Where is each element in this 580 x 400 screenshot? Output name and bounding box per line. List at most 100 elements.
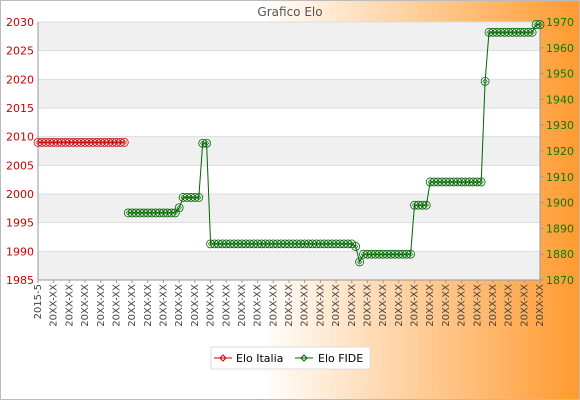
x-tick-label: 20XX-XX	[206, 284, 217, 327]
data-point-marker	[94, 139, 100, 146]
data-point-marker	[392, 251, 398, 257]
x-tick-label: 20XX-XX	[331, 284, 342, 327]
data-point-marker	[376, 251, 382, 257]
data-point-marker	[125, 210, 131, 216]
x-tick-label: 20XX-XX	[394, 284, 405, 327]
data-point	[355, 257, 364, 267]
data-point-marker	[223, 241, 229, 247]
data-point-marker	[200, 140, 206, 146]
data-point	[527, 27, 537, 37]
grid-band	[38, 22, 540, 51]
data-point-marker	[423, 202, 429, 208]
data-point-marker	[502, 29, 508, 35]
data-point-marker	[78, 139, 84, 146]
data-point-marker	[368, 251, 374, 257]
data-point-marker	[415, 202, 422, 208]
data-point-marker	[294, 241, 300, 247]
data-point-marker	[266, 241, 273, 247]
grid-band	[38, 251, 540, 280]
data-point-marker	[160, 210, 167, 216]
data-point-marker	[498, 29, 504, 35]
x-tick-label: 20XX-XX	[535, 284, 546, 327]
data-point	[402, 249, 412, 259]
data-point-marker	[129, 210, 135, 216]
left-tick-label: 1985	[6, 274, 34, 287]
data-point-marker	[105, 139, 112, 146]
data-point	[174, 203, 184, 213]
data-point-marker	[86, 139, 92, 146]
data-point-marker	[62, 139, 69, 146]
left-tick-label: 1995	[6, 217, 34, 230]
data-point-marker	[117, 139, 123, 146]
data-point-marker	[470, 179, 476, 185]
data-point-marker	[74, 139, 80, 146]
left-axis: 1985 1990 1995 2000 2005 2010 2015 2020 2025 2030	[6, 16, 34, 287]
data-point-marker	[298, 241, 304, 247]
data-point-marker	[356, 259, 363, 265]
data-point	[351, 242, 361, 251]
data-point-marker	[447, 179, 453, 185]
data-point-marker	[286, 241, 292, 247]
data-point-marker	[278, 241, 284, 247]
legend-label-fide: Elo FIDE	[318, 352, 363, 365]
data-point-marker	[486, 29, 492, 35]
data-point	[198, 138, 208, 148]
data-point-marker	[451, 179, 457, 185]
data-point	[421, 200, 431, 210]
data-point-marker	[251, 241, 257, 247]
right-tick-label: 1950	[546, 68, 574, 81]
data-point-marker	[372, 251, 378, 257]
x-tick-label: 20XX-XX	[504, 284, 515, 327]
x-tick-label: 20XX-XX	[268, 284, 279, 327]
data-point-marker	[458, 179, 465, 185]
data-point-marker	[517, 29, 524, 35]
data-point-marker	[58, 139, 65, 146]
data-point-marker	[305, 241, 312, 247]
data-point-marker	[145, 210, 151, 216]
left-tick-label: 2000	[6, 188, 34, 201]
data-point-marker	[121, 139, 127, 146]
data-point-marker	[176, 205, 182, 211]
right-tick-label: 1930	[546, 119, 574, 132]
data-point-marker	[443, 179, 449, 185]
right-tick-label: 1900	[546, 197, 574, 210]
x-tick-label: 20XX-XX	[64, 284, 75, 327]
data-point-marker	[513, 29, 520, 35]
data-point-marker	[435, 179, 441, 185]
data-point	[472, 177, 482, 187]
data-point-marker	[43, 139, 49, 146]
grid-band	[38, 194, 540, 223]
data-point	[476, 177, 486, 187]
data-point-marker	[490, 29, 496, 35]
data-point	[480, 76, 490, 86]
data-point-marker	[404, 251, 410, 257]
data-point-marker	[400, 251, 406, 257]
right-tick-label: 1890	[546, 222, 574, 235]
left-tick-label: 2025	[6, 45, 34, 58]
data-point-marker	[47, 139, 53, 146]
data-point-marker	[39, 139, 45, 146]
right-tick-label: 1920	[546, 145, 574, 158]
data-point-marker	[243, 241, 249, 247]
data-point-marker	[149, 210, 155, 216]
x-tick-label: 20XX-XX	[425, 284, 436, 327]
data-point-marker	[282, 241, 288, 247]
right-tick-label: 1940	[546, 93, 574, 106]
data-point	[115, 137, 125, 147]
data-point-marker	[70, 139, 76, 146]
x-tick-label: 20XX-XX	[237, 284, 248, 327]
data-point-marker	[270, 241, 276, 247]
x-tick-label: 20XX-XX	[159, 284, 170, 327]
series-layer	[33, 20, 545, 267]
right-tick-label: 1910	[546, 171, 574, 184]
data-point-marker	[227, 241, 233, 247]
data-point-marker	[309, 241, 316, 247]
data-point-marker	[207, 241, 214, 247]
chart-title: Grafico Elo	[257, 5, 322, 19]
left-tick-label: 2015	[6, 102, 34, 115]
left-tick-label: 2030	[6, 16, 34, 29]
data-point-marker	[211, 241, 218, 247]
data-point-marker	[255, 241, 261, 247]
data-point-marker	[172, 210, 178, 216]
